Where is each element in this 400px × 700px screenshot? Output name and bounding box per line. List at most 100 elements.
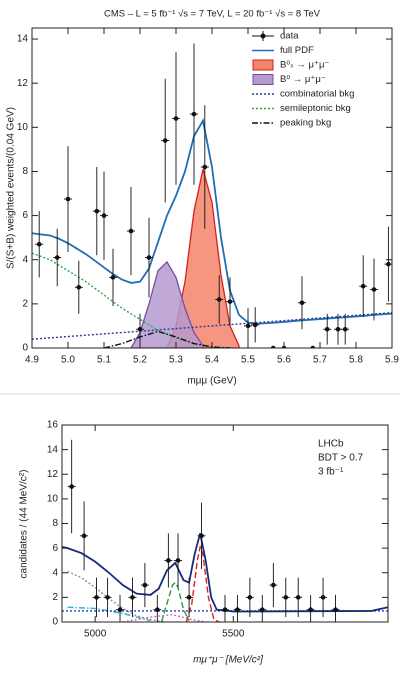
data-point	[142, 582, 148, 588]
data-point	[252, 322, 258, 328]
y-tick-label: 4	[52, 567, 58, 578]
data-point	[299, 300, 305, 306]
data-point	[128, 228, 134, 234]
data-point	[36, 241, 42, 247]
annotation: LHCb	[318, 439, 344, 450]
data-point	[335, 326, 341, 332]
data-point	[371, 287, 377, 292]
data-point	[342, 326, 348, 332]
legend-symbol	[252, 74, 274, 85]
x-axis-label: mμμ (GeV)	[187, 376, 236, 387]
plot-frame	[31, 27, 393, 349]
y-tick-label: 6	[52, 543, 58, 554]
data-point	[166, 558, 171, 563]
y-tick-label: 8	[52, 518, 58, 529]
data-point	[324, 326, 330, 332]
y-axis-label: candidates / (44 MeV/c²)	[19, 470, 30, 579]
y-tick-label: 2	[22, 299, 28, 310]
data-point	[271, 582, 276, 588]
y-tick-label: 14	[47, 444, 59, 455]
legend-label: full PDF	[280, 45, 314, 56]
y-tick-label: 10	[47, 494, 59, 505]
legend-label: data	[280, 31, 299, 42]
annotation: BDT > 0.7	[318, 453, 364, 464]
data-point	[202, 164, 208, 170]
data-point	[76, 285, 82, 290]
x-axis-label: mμ⁺μ⁻ [MeV/c²]	[193, 655, 263, 666]
plot-frame	[61, 424, 389, 623]
data-point	[320, 595, 326, 600]
data-point	[137, 326, 143, 332]
x-tick-label: 5.6	[277, 355, 291, 366]
curve	[67, 606, 151, 622]
data-point	[94, 595, 99, 600]
y-tick-label: 10	[17, 122, 29, 133]
plot-area	[62, 439, 388, 622]
data-point	[94, 208, 100, 214]
data-point	[259, 607, 265, 612]
y-tick-label: 12	[17, 78, 29, 89]
data-point	[386, 261, 391, 267]
curve	[32, 311, 392, 340]
y-tick-label: 8	[22, 166, 28, 177]
x-tick-label: 5.0	[61, 355, 75, 366]
data-point	[155, 607, 160, 612]
data-point	[245, 323, 251, 329]
x-tick-label: 5.3	[169, 355, 183, 366]
data-point	[186, 595, 192, 600]
data-point	[69, 484, 74, 489]
y-tick-label: 12	[47, 469, 59, 480]
x-tick-label: 5.9	[385, 355, 399, 366]
legend-label: peaking bkg	[280, 118, 331, 129]
data-point	[65, 196, 71, 202]
legend-label: semileptonic bkg	[280, 103, 351, 114]
data-point	[360, 283, 366, 289]
curve	[160, 581, 190, 622]
y-tick-label: 16	[47, 420, 59, 431]
data-point	[101, 213, 107, 218]
data-point	[162, 138, 168, 143]
data-point	[81, 533, 87, 539]
curve	[62, 533, 388, 613]
data-point	[130, 595, 135, 600]
legend-label: B⁰ₛ → μ⁺μ⁻	[280, 60, 329, 71]
data-point	[235, 607, 240, 612]
x-tick-label: 5.2	[133, 355, 147, 366]
data-point	[105, 595, 110, 600]
x-tick-label: 4.9	[25, 355, 39, 366]
data-point	[54, 255, 60, 260]
data-point	[270, 345, 276, 348]
data-point	[227, 299, 233, 304]
curve	[32, 118, 392, 325]
data-point	[146, 255, 152, 260]
x-tick-label: 5000	[84, 629, 107, 640]
curve	[185, 544, 220, 622]
data-point	[110, 275, 116, 280]
curve	[67, 570, 165, 622]
legend-label: combinatorial bkg	[280, 89, 354, 100]
data-point	[216, 297, 222, 302]
data-point	[199, 533, 204, 539]
data-point	[295, 595, 301, 600]
x-tick-label: 5.5	[241, 355, 255, 366]
data-point	[283, 595, 289, 600]
y-axis-label: S/(S+B) weighted events/(0.04 GeV)	[6, 107, 17, 269]
data-point	[173, 116, 179, 121]
data-point	[333, 607, 338, 612]
legend-symbol	[260, 33, 266, 39]
data-point	[191, 111, 197, 117]
data-point	[175, 558, 181, 563]
data-point	[247, 595, 253, 600]
data-point	[222, 607, 228, 612]
y-tick-label: 4	[22, 254, 28, 265]
legend-symbol	[252, 59, 274, 71]
x-tick-label: 5.1	[97, 355, 111, 366]
y-tick-label: 14	[17, 34, 29, 45]
data-point	[310, 345, 316, 348]
curve	[103, 330, 231, 348]
chart-title: CMS – L = 5 fb⁻¹ √s = 7 TeV, L = 20 fb⁻¹…	[104, 9, 321, 20]
y-tick-label: 0	[52, 617, 58, 628]
